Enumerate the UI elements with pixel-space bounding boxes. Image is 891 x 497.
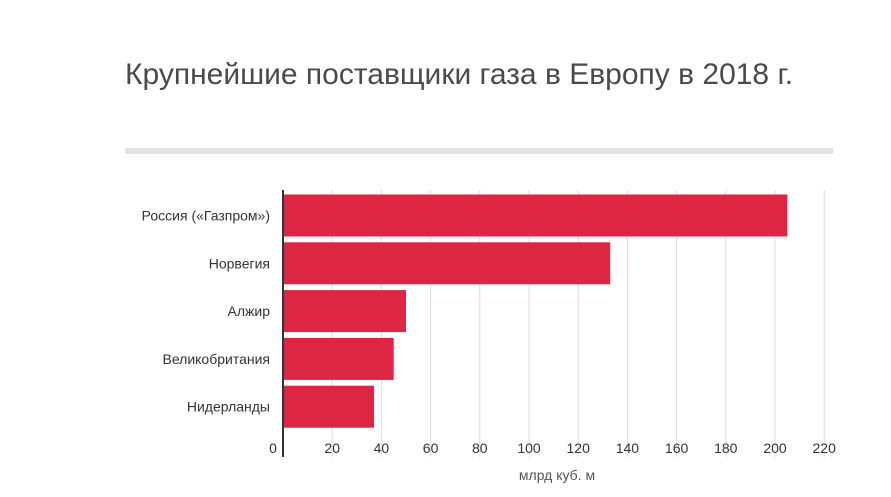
category-label: Россия («Газпром») <box>142 208 270 224</box>
category-label: Нидерланды <box>187 399 270 415</box>
bar <box>283 290 406 333</box>
title-divider <box>125 148 833 154</box>
category-label: Норвегия <box>209 255 270 271</box>
x-tick-label: 140 <box>616 440 640 456</box>
x-tick-label: 160 <box>665 440 689 456</box>
category-label: Великобритания <box>162 351 270 367</box>
x-tick-label: 0 <box>269 440 277 456</box>
x-tick-label: 100 <box>517 440 541 456</box>
x-tick-label: 60 <box>423 440 439 456</box>
x-axis-title: млрд куб. м <box>519 467 595 483</box>
bars <box>283 194 788 428</box>
x-tick-label: 220 <box>813 440 837 456</box>
bar <box>283 337 394 380</box>
x-tick-label: 200 <box>763 440 787 456</box>
bar <box>283 194 788 237</box>
x-tick-label: 40 <box>374 440 390 456</box>
x-tick-label: 120 <box>567 440 591 456</box>
bar <box>283 385 375 428</box>
x-tick-label: 20 <box>324 440 340 456</box>
x-tick-label: 80 <box>472 440 488 456</box>
category-label: Алжир <box>228 303 271 319</box>
chart-title: Крупнейшие поставщики газа в Европу в 20… <box>125 58 794 91</box>
bar <box>283 242 611 285</box>
x-tick-label: 180 <box>714 440 738 456</box>
labels: 0 20 40 60 80 100 120 140 160 180 200 220 Россия («Г… <box>142 208 836 457</box>
